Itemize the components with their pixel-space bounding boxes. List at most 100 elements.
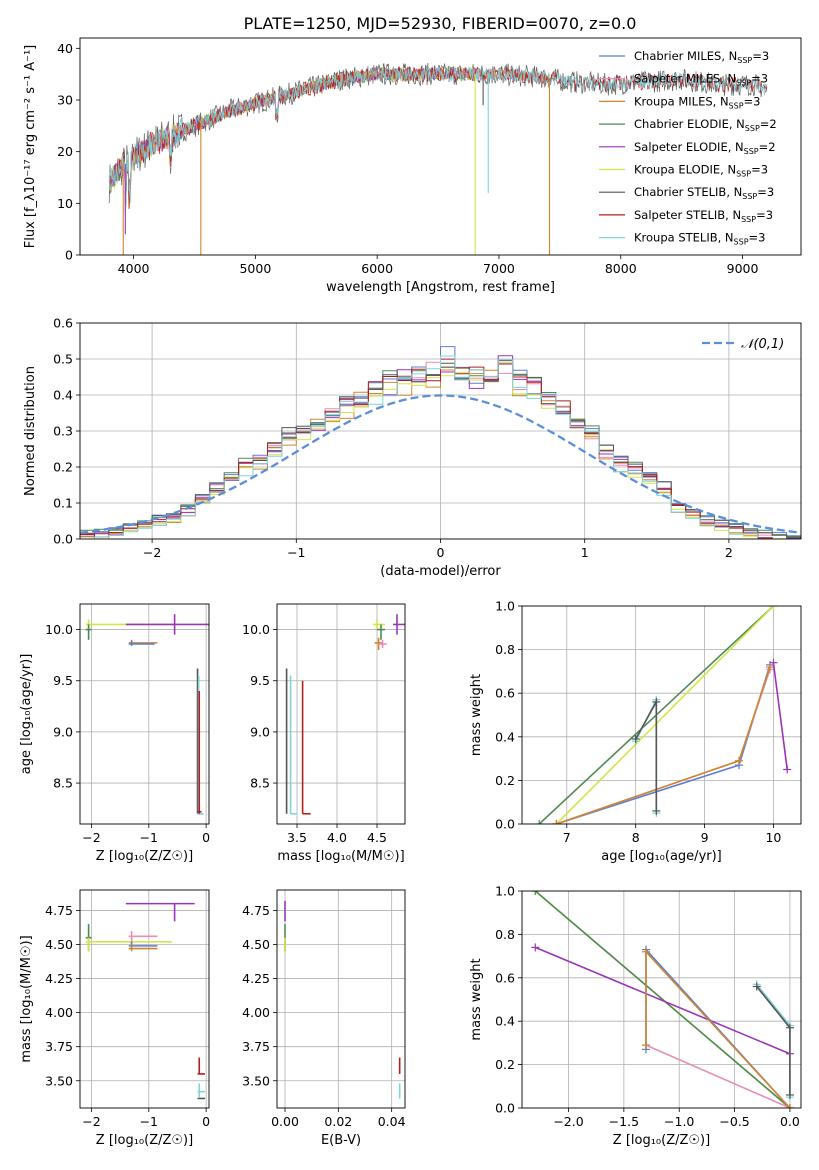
x-tick-label: 7 bbox=[563, 830, 571, 845]
legend-item: Salpeter ELODIE, NSSP=2 bbox=[599, 140, 776, 156]
y-axis-label: Normed distribution bbox=[23, 366, 38, 496]
y-tick-label: 3.75 bbox=[45, 1039, 73, 1054]
y-tick-label: 0.6 bbox=[495, 970, 515, 985]
x-tick-label: 3.5 bbox=[287, 830, 307, 845]
data-point bbox=[128, 640, 155, 646]
y-tick-label: 9.0 bbox=[53, 724, 73, 739]
histogram-kroupa-stelib bbox=[80, 355, 801, 539]
y-tick-label: 9.5 bbox=[53, 673, 73, 688]
chart-age-vs-mass: 3.5 4.0 4.5 8.5 9.0 9.5 10.0 mass [log₁₀(M/M☉)] bbox=[242, 603, 406, 864]
legend-item: Salpeter MILES, NSSP=3 bbox=[599, 72, 768, 88]
y-tick-label: 0.6 bbox=[495, 686, 515, 701]
y-tick-label: 0.8 bbox=[495, 642, 515, 657]
chart-weight-vs-age: 7 8 9 10 0.0 0.2 0.4 0.6 0.8 1.0 age [log₁₀(age/yr… bbox=[469, 599, 802, 864]
y-tick-label: 1.0 bbox=[495, 599, 515, 614]
axes-frame bbox=[276, 603, 406, 825]
x-tick-label: 8 bbox=[632, 830, 640, 845]
weight-line-kroupa-stelib bbox=[756, 983, 791, 1098]
weight-line-salpeter-miles bbox=[556, 668, 771, 824]
x-tick-label: 6000 bbox=[361, 261, 393, 276]
y-tick-label: 4.25 bbox=[45, 971, 73, 986]
chart-age-vs-z: −2 −1 0 8.5 9.0 9.5 10.0 Z [log₁₀(Z/Z☉)] age [lo… bbox=[19, 603, 210, 864]
y-tick-label: 0.4 bbox=[495, 1014, 515, 1029]
x-tick-label: 1 bbox=[581, 545, 589, 560]
data-point bbox=[197, 690, 202, 814]
x-tick-label: 0 bbox=[202, 830, 210, 845]
weight-marker bbox=[769, 606, 778, 610]
plot-area bbox=[80, 890, 209, 1108]
x-tick-label: 0.04 bbox=[378, 1114, 406, 1129]
data-point bbox=[85, 937, 172, 952]
weight-marker bbox=[785, 1104, 794, 1108]
x-axis-label: Z [log₁₀(Z/Z☉)] bbox=[613, 1133, 710, 1148]
x-tick-label: 5000 bbox=[239, 261, 271, 276]
weight-marker bbox=[552, 820, 561, 824]
weight-marker bbox=[769, 658, 778, 667]
x-tick-label: 4.0 bbox=[327, 830, 347, 845]
legend-item: Chabrier MILES, NSSP=3 bbox=[599, 49, 769, 65]
y-tick-label: 10.0 bbox=[242, 622, 270, 637]
weight-line-salpeter-elodie bbox=[772, 662, 788, 770]
weight-marker bbox=[652, 697, 661, 706]
weight-line-chabrier-miles bbox=[556, 664, 771, 824]
x-tick-label: 9000 bbox=[727, 261, 759, 276]
legend-item: Chabrier STELIB, NSSP=3 bbox=[599, 185, 774, 201]
x-tick-label: −2 bbox=[82, 1114, 100, 1129]
x-tick-label: 10 bbox=[765, 830, 781, 845]
legend-item: Chabrier ELODIE, NSSP=2 bbox=[599, 117, 777, 133]
legend-label: Chabrier MILES, NSSP=3 bbox=[634, 49, 769, 65]
x-tick-label: 9 bbox=[701, 830, 709, 845]
data-point bbox=[373, 619, 385, 630]
weight-marker bbox=[531, 891, 540, 895]
x-tick-label: 8000 bbox=[605, 261, 637, 276]
y-tick-label: 0 bbox=[65, 248, 73, 263]
y-tick-label: 0.5 bbox=[53, 352, 73, 367]
y-tick-label: 4.00 bbox=[242, 1005, 270, 1020]
legend-item: 𝒩(0,1) bbox=[702, 337, 784, 352]
data-point bbox=[125, 902, 195, 922]
x-tick-label: −1 bbox=[140, 830, 158, 845]
x-axis-label: Z [log₁₀(Z/Z☉)] bbox=[96, 849, 193, 864]
legend-label: Salpeter ELODIE, NSSP=2 bbox=[634, 140, 776, 156]
x-axis-label: Z [log₁₀(Z/Z☉)] bbox=[96, 1133, 193, 1148]
y-axis-label: mass weight bbox=[469, 674, 484, 756]
weight-marker bbox=[752, 982, 761, 991]
chart-spectrum: 4000 5000 6000 7000 8000 9000 0 10 20 30 40 wavelen… bbox=[23, 37, 802, 295]
x-axis-label: age [log₁₀(age/yr)] bbox=[601, 849, 722, 864]
y-axis-label: mass [log₁₀(M/M☉)] bbox=[19, 935, 34, 1062]
y-tick-label: 4.00 bbox=[45, 1005, 73, 1020]
data-point bbox=[289, 675, 297, 815]
chart-weight-vs-z: −2.0 −1.5 −1.0 −0.5 0.0 0.0 0.2 0.4 0.6 0.8 1.0 Z [… bbox=[469, 884, 802, 1148]
weight-line-salpeter-elodie bbox=[534, 946, 791, 1055]
axes-frame bbox=[79, 889, 210, 1109]
y-tick-label: 0.0 bbox=[53, 532, 73, 547]
y-tick-label: 30 bbox=[57, 93, 73, 108]
x-tick-label: 4.5 bbox=[367, 830, 387, 845]
data-point bbox=[197, 1057, 205, 1075]
data-point bbox=[377, 624, 385, 640]
plot-area bbox=[80, 323, 801, 539]
weight-line-kroupa-miles bbox=[556, 666, 771, 824]
weight-marker bbox=[785, 1090, 794, 1099]
y-tick-label: 4.75 bbox=[242, 903, 270, 918]
legend-label: 𝒩(0,1) bbox=[741, 337, 784, 352]
data-point bbox=[128, 941, 158, 949]
y-tick-label: 0.8 bbox=[495, 927, 515, 942]
legend-label: Chabrier ELODIE, NSSP=2 bbox=[634, 117, 777, 133]
y-tick-label: 8.5 bbox=[53, 776, 73, 791]
spectrum-line-salpeter-stelib bbox=[108, 65, 768, 210]
legend-item: Kroupa MILES, NSSP=3 bbox=[599, 94, 760, 110]
data-point bbox=[125, 614, 209, 635]
weight-marker bbox=[642, 947, 650, 956]
x-tick-label: −2 bbox=[143, 545, 161, 560]
data-point bbox=[197, 1083, 205, 1098]
x-tick-label: 0.02 bbox=[324, 1114, 352, 1129]
plot-area bbox=[522, 891, 801, 1108]
x-tick-label: 7000 bbox=[483, 261, 515, 276]
legend-label: Kroupa MILES, NSSP=3 bbox=[634, 94, 760, 110]
weight-line-chabrier-stelib bbox=[756, 985, 791, 1095]
plot-area bbox=[277, 604, 405, 824]
axes-frame bbox=[79, 322, 802, 540]
y-tick-label: 0.2 bbox=[495, 773, 515, 788]
